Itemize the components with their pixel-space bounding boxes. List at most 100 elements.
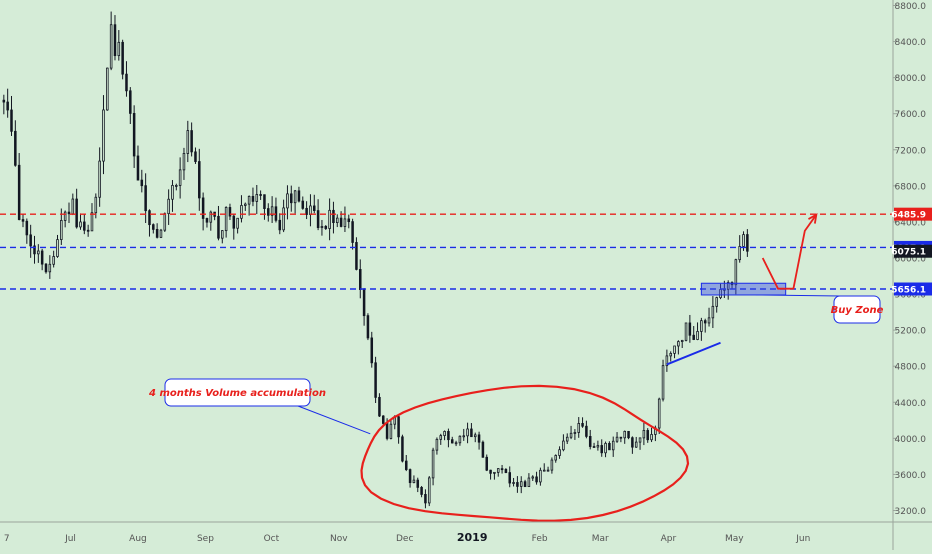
candle-body [573, 432, 577, 434]
projection-arrowhead [808, 213, 818, 224]
candle-body [201, 197, 205, 219]
candle-body [71, 198, 75, 215]
candle-body [343, 218, 347, 227]
candle-body [194, 151, 197, 162]
candle-body [684, 322, 688, 341]
candle-body [412, 479, 416, 484]
candle-body [470, 428, 473, 438]
candle-body [592, 446, 596, 448]
candle-body [313, 205, 316, 212]
candle-body [688, 322, 692, 336]
candle-body [454, 442, 458, 445]
candle-body [485, 456, 489, 471]
candle-body [401, 436, 404, 462]
candle-body [155, 228, 159, 238]
candle-body [94, 196, 98, 214]
y-tick-label: 6400.0 [895, 218, 927, 228]
candle-body [385, 423, 389, 439]
candle-body [500, 468, 504, 471]
candle-body [324, 225, 328, 229]
x-tick-label: Sep [197, 534, 214, 544]
candle-body [642, 430, 646, 439]
candle-body [217, 215, 220, 239]
candle-body [290, 193, 293, 204]
candle-body [2, 99, 6, 103]
candle-body [596, 445, 600, 448]
y-tick-label: 4800.0 [895, 363, 927, 373]
candle-body [477, 434, 481, 443]
price-level-tag [894, 282, 932, 296]
candle-body [224, 207, 228, 232]
candle-body [10, 109, 13, 132]
projection-path [761, 214, 818, 290]
candle-body [374, 362, 377, 398]
candle-body [481, 441, 485, 458]
candle-body [140, 179, 144, 187]
y-tick-label: 6800.0 [895, 182, 927, 192]
candle-body [462, 435, 466, 438]
candle-body [255, 194, 259, 202]
accumulation-callout-box [164, 378, 311, 407]
candle-body [221, 230, 224, 239]
candle-body [631, 437, 634, 448]
candle-body [232, 215, 236, 229]
x-tick-label: Feb [532, 534, 548, 544]
candle-body [148, 210, 151, 226]
accumulation-callout-pointer [297, 405, 371, 435]
x-tick-label: Nov [330, 534, 348, 544]
candle-body [240, 205, 243, 219]
candle-body [546, 469, 550, 472]
candle-body [742, 234, 745, 247]
candle-body [63, 211, 67, 221]
candle-body [309, 205, 312, 215]
candle-body [305, 207, 308, 215]
candle-body [79, 221, 82, 228]
candle-body [106, 67, 109, 111]
x-tick-label: Aug [129, 534, 147, 544]
candle-body [585, 425, 588, 437]
candle-body [182, 153, 186, 171]
accumulation-ellipse [360, 384, 690, 522]
candle-body [489, 469, 492, 474]
candle-body [339, 217, 343, 227]
y-tick-label: 8400.0 [895, 38, 927, 48]
candle-body [144, 185, 147, 212]
candle-body [519, 481, 523, 487]
candle-body [102, 109, 105, 162]
candle-body [504, 469, 508, 474]
candle-body [703, 320, 707, 324]
candle-body [117, 41, 121, 57]
candle-body [397, 416, 400, 438]
candle-body [316, 210, 320, 228]
candle-body [562, 440, 565, 451]
candle-body [531, 476, 534, 479]
candle-body [450, 439, 454, 444]
candle-body [558, 449, 561, 456]
candle-body [516, 482, 519, 487]
candle-body [435, 438, 439, 451]
x-tick-label: Mar [592, 534, 609, 544]
buy-zone-rect [700, 282, 787, 296]
candle-body [638, 437, 642, 443]
candle-body [381, 415, 385, 424]
price-level-tag [894, 244, 932, 258]
candle-body [569, 432, 573, 438]
candle-body [190, 130, 193, 153]
candle-body [83, 221, 86, 231]
candle-body [362, 289, 366, 317]
candle-body [347, 218, 351, 223]
buy-zone-callout-box [833, 295, 881, 324]
candle-body [604, 442, 607, 454]
candle-body [205, 218, 209, 223]
candle-body [673, 345, 676, 354]
candle-body [669, 353, 672, 357]
candle-body [17, 164, 21, 220]
support-trendline [666, 341, 721, 366]
candle-body [293, 190, 297, 204]
candle-body [512, 482, 515, 484]
candle-body [661, 365, 665, 400]
buy-zone-callout-pointer [755, 294, 841, 297]
candle-body [726, 282, 730, 290]
